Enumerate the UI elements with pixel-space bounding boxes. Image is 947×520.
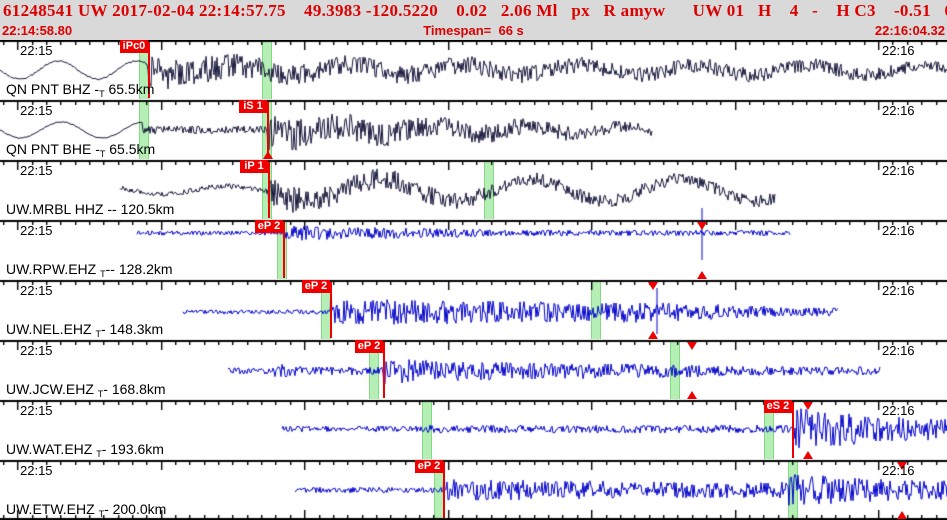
pick-label-ep2[interactable]: eP 2 [255,220,283,233]
trace-row-qn-pnt-bhe-[interactable]: iS 1 22:15 22:16 QN PNT BHE -T 65.5km [0,100,947,160]
trace-row-uw-etw-ehz[interactable]: eP 2 22:15 22:16 UW.ETW.EHZ T- 200.0km [0,460,947,520]
station-label: UW.MRBL HHZ -- 120.5km [6,201,175,217]
trace-row-uw-mrbl-hhz-[interactable]: iP 1 22:15 22:16 UW.MRBL HHZ -- 120.5km [0,160,947,220]
pick-label-es2[interactable]: eS 2 [764,400,792,413]
pick-time-line[interactable] [267,102,269,158]
pick-time-line[interactable] [330,282,332,338]
pick-label-ep2[interactable]: eP 2 [355,340,383,353]
trace-time-label-right: 22:16 [882,283,915,298]
highlight-band [422,402,432,459]
trace-time-label-right: 22:16 [882,223,915,238]
trace-panel: iPc0 22:15 22:16 QN PNT BHZ -T 65.5km iS 1 22… [0,40,947,520]
trace-time-label-left: 22:15 [20,343,53,358]
station-label: UW.NEL.EHZ T- 148.3km [6,321,164,339]
trace-time-label-right: 22:16 [882,343,915,358]
pick-label-is1[interactable]: iS 1 [239,100,267,113]
window-start-time: 22:14:58.80 [2,23,73,38]
glitch-flag-icon[interactable] [697,271,707,279]
pick-label-ip1[interactable]: iP 1 [240,160,268,173]
pick-time-line[interactable] [283,222,285,278]
trace-time-label-right: 22:16 [882,163,915,178]
trace-row-uw-nel-ehz[interactable]: eP 2 22:15 22:16 UW.NEL.EHZ T- 148.3km [0,280,947,340]
event-header: 61248541 UW 2017-02-04 22:14:57.75 49.39… [0,0,947,40]
trace-row-uw-wat-ehz[interactable]: eS 2 22:15 22:16 UW.WAT.EHZ T- 193.6km [0,400,947,460]
trace-row-uw-rpw-ehz[interactable]: eP 2 22:15 22:16 UW.RPW.EHZ T-- 128.2km [0,220,947,280]
trace-row-uw-jcw-ehz[interactable]: eP 2 22:15 22:16 UW.JCW.EHZ T- 168.8km [0,340,947,400]
timespan-label: Timespan= 66 s [423,23,524,38]
glitch-flag-icon[interactable] [803,451,813,459]
glitch-flag-icon[interactable] [687,342,697,350]
window-end-time: 22:16:04.32 [874,23,945,38]
trace-time-label-left: 22:15 [20,163,53,178]
trace-time-label-right: 22:16 [882,103,915,118]
pick-time-line[interactable] [792,402,794,458]
trace-time-label-left: 22:15 [20,403,53,418]
trace-time-label-right: 22:16 [882,43,915,58]
station-label: UW.ETW.EHZ T- 200.0km [6,501,167,519]
pick-time-line[interactable] [268,162,270,218]
trace-time-label-right: 22:16 [882,463,915,478]
pick-label-ep2[interactable]: eP 2 [415,460,443,473]
highlight-band [484,162,494,219]
glitch-flag-icon[interactable] [263,151,273,159]
glitch-flag-icon[interactable] [648,282,658,290]
highlight-band [262,42,272,99]
pick-time-line[interactable] [383,342,385,398]
trace-time-label-left: 22:15 [20,43,53,58]
glitch-flag-icon[interactable] [648,331,658,339]
glitch-flag-icon[interactable] [897,511,907,519]
highlight-band [591,282,601,339]
station-label: UW.JCW.EHZ T- 168.8km [6,381,166,399]
station-label: UW.RPW.EHZ T-- 128.2km [6,261,173,279]
trace-time-label-left: 22:15 [20,283,53,298]
highlight-band [670,342,680,399]
trace-time-label-left: 22:15 [20,463,53,478]
station-label: QN PNT BHZ -T 65.5km [6,81,155,99]
highlight-band [788,462,798,519]
station-label: QN PNT BHE -T 65.5km [6,141,156,159]
trace-time-label-right: 22:16 [882,403,915,418]
trace-time-label-left: 22:15 [20,223,53,238]
pick-time-line[interactable] [443,462,445,518]
pick-label-ipc0[interactable]: iPc0 [120,40,148,53]
glitch-flag-icon[interactable] [803,402,813,410]
glitch-flag-icon[interactable] [687,391,697,399]
glitch-flag-icon[interactable] [697,222,707,230]
trace-row-qn-pnt-bhz-[interactable]: iPc0 22:15 22:16 QN PNT BHZ -T 65.5km [0,40,947,100]
event-summary-text: 61248541 UW 2017-02-04 22:14:57.75 49.39… [3,1,947,20]
pick-label-ep2[interactable]: eP 2 [302,280,330,293]
station-label: UW.WAT.EHZ T- 193.6km [6,441,164,459]
trace-time-label-left: 22:15 [20,103,53,118]
